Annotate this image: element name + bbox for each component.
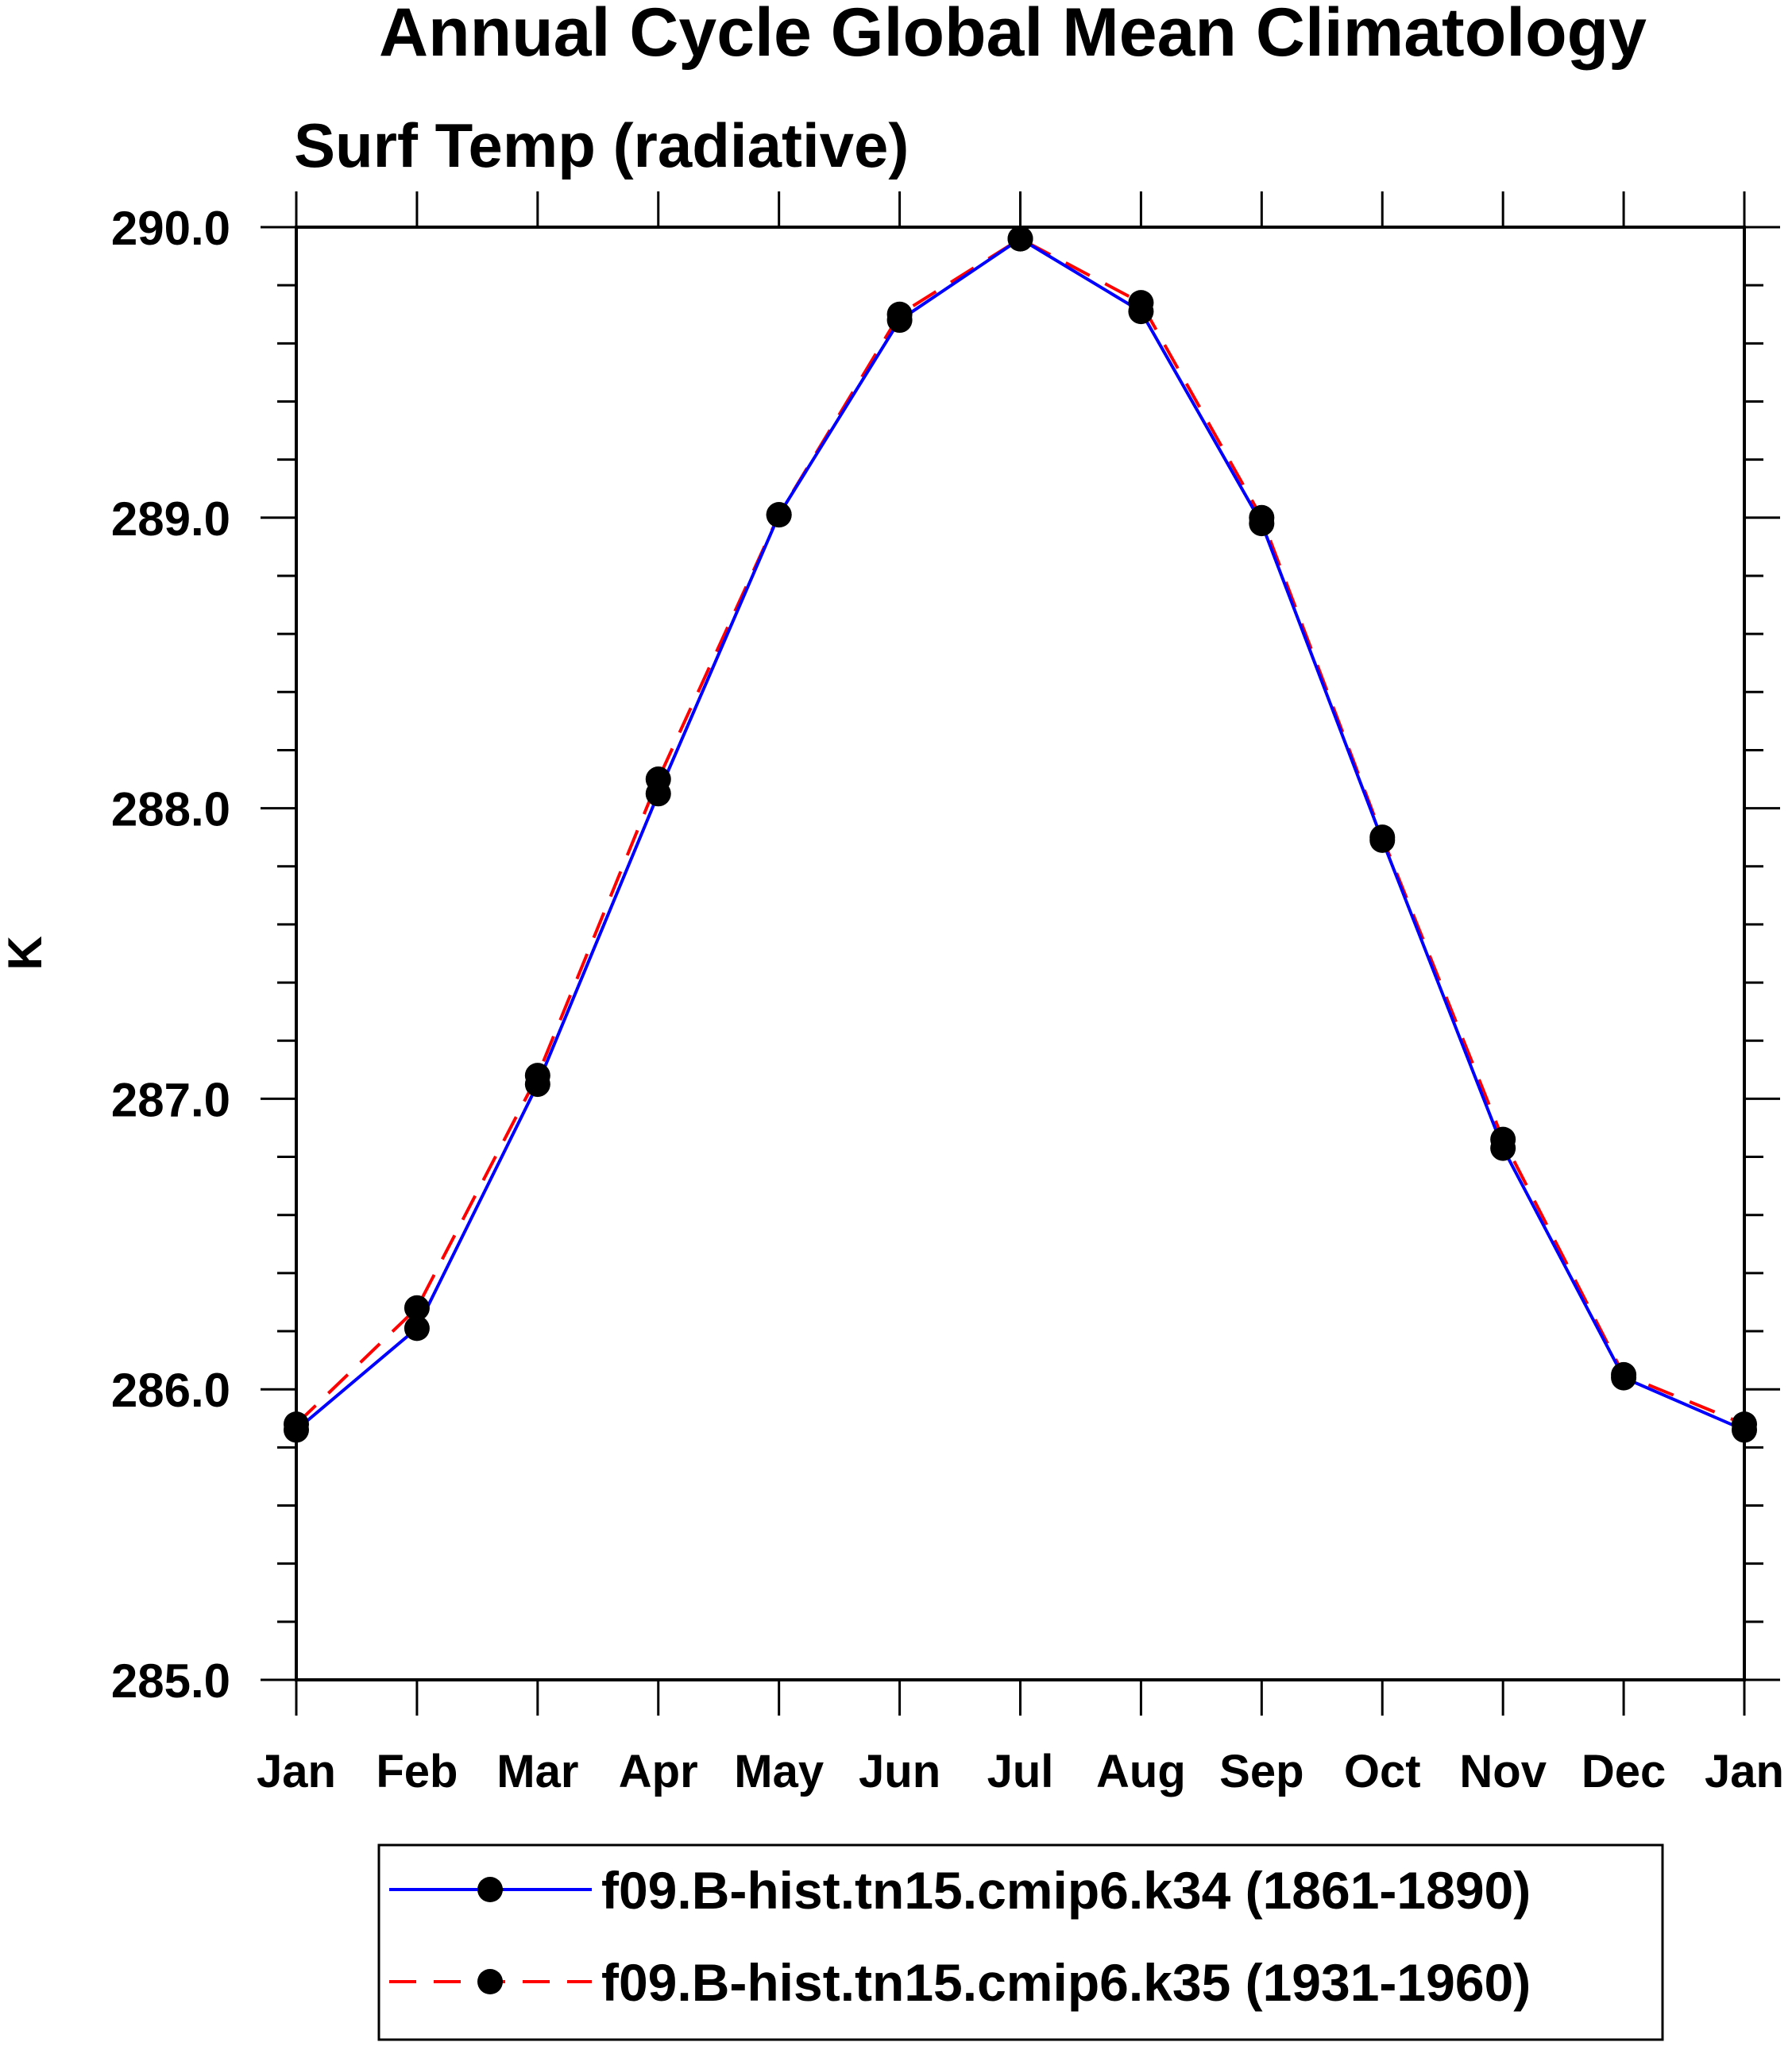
data-point [1611,1361,1637,1388]
data-point [1369,824,1396,851]
data-point [1007,226,1033,252]
data-point [404,1295,430,1321]
x-tick-label: Jan [1705,1746,1784,1797]
x-tick-label: May [734,1746,824,1797]
x-tick-labels: Jan Feb Mar Apr May Jun Jul Aug Sep Oct Nov Dec Jan [257,1746,1784,1797]
y-tick-labels: 285.0 286.0 287.0 288.0 289.0 290.0 [111,202,230,1708]
data-point [886,301,913,327]
x-tick-label: Jun [859,1746,940,1797]
x-tick-label: Nov [1459,1746,1547,1797]
data-point [284,1411,309,1438]
data-point [645,766,671,793]
legend-label: f09.B-hist.tn15.cmip6.k35 (1931-1960) [601,1953,1531,2012]
series-line-1 [295,237,1745,1432]
y-tick-label: 287.0 [111,1073,230,1126]
x-tick-label: Oct [1344,1746,1421,1797]
y-axis-label: K [0,936,52,970]
legend: f09.B-hist.tn15.cmip6.k34 (1861-1890) f09… [389,1861,1531,2012]
data-point [404,1315,430,1341]
data-point [766,502,792,528]
y-tick-label: 285.0 [111,1654,230,1708]
data-point [524,1063,550,1089]
x-tick-label: Sep [1219,1746,1303,1797]
x-tick-label: Apr [619,1746,698,1797]
y-tick-label: 289.0 [111,492,230,546]
data-point [1128,290,1154,316]
chart-title: Annual Cycle Global Mean Climatology [379,0,1647,71]
x-tick-label: Jul [987,1746,1054,1797]
x-tick-label: Mar [496,1746,578,1797]
data-point [1249,504,1275,531]
chart-subtitle: Surf Temp (radiative) [294,110,909,180]
data-point [1490,1126,1516,1152]
axis-ticks [261,191,1780,1716]
legend-marker [477,1969,503,1994]
series-layer [284,226,1757,1443]
series-line-2 [295,237,1745,1426]
x-tick-label: Dec [1582,1746,1666,1797]
x-tick-label: Jan [257,1746,336,1797]
y-tick-label: 286.0 [111,1364,230,1417]
y-tick-label: 290.0 [111,202,230,255]
legend-box [377,1843,1664,2041]
x-tick-label: Feb [376,1746,458,1797]
x-tick-label: Aug [1096,1746,1186,1797]
data-point [1732,1411,1757,1438]
legend-label: f09.B-hist.tn15.cmip6.k34 (1861-1890) [601,1861,1531,1920]
plot-frame [295,226,1746,1681]
y-tick-label: 288.0 [111,783,230,836]
legend-marker [477,1877,503,1902]
